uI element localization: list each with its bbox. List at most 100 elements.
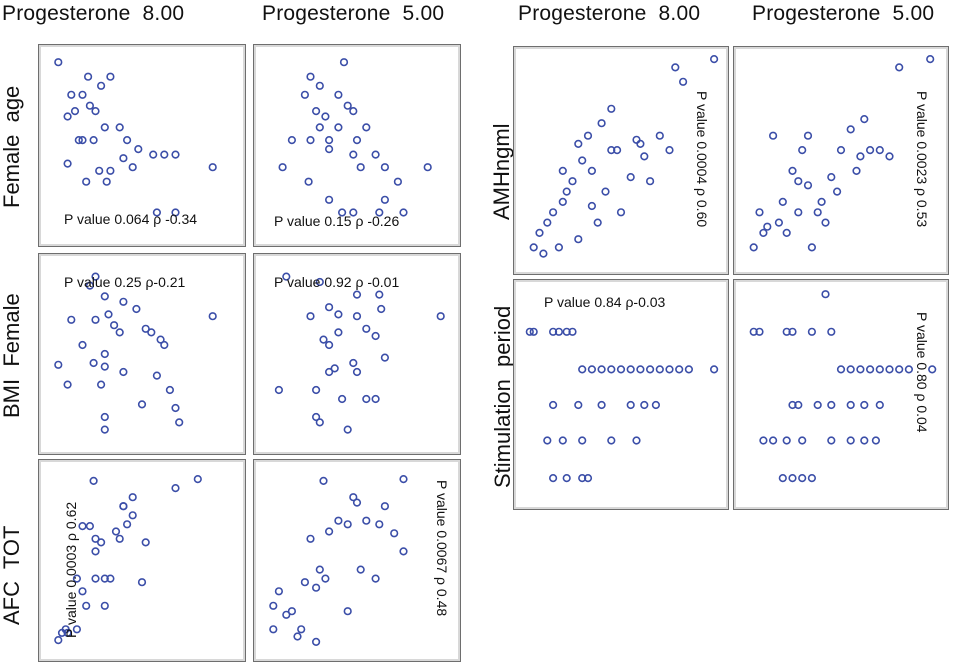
- data-point: [665, 145, 674, 155]
- data-point: [768, 131, 778, 140]
- data-point: [319, 476, 328, 486]
- data-point: [171, 150, 180, 159]
- data-point: [788, 474, 797, 483]
- stat-afc-tot-p8: P value 0.0003 ρ 0.62: [63, 501, 79, 638]
- stat-afc-tot-p5: P value 0.0067 ρ 0.48: [434, 480, 450, 617]
- data-point: [895, 365, 904, 374]
- data-point: [100, 425, 109, 434]
- data-point: [362, 394, 371, 404]
- data-point: [321, 112, 330, 121]
- data-point: [390, 529, 399, 538]
- data-point: [91, 534, 100, 543]
- stat-amhngml-p8: P value 0.0004 ρ 0.60: [694, 91, 710, 228]
- data-point: [926, 55, 935, 64]
- data-point: [349, 106, 358, 116]
- data-point: [607, 145, 616, 155]
- scatter-plot-stim_p5: [749, 290, 937, 483]
- data-point: [282, 272, 291, 281]
- data-point: [827, 400, 836, 410]
- data-point: [860, 400, 869, 410]
- data-point: [324, 303, 334, 312]
- data-point: [562, 187, 571, 196]
- data-point: [794, 400, 803, 410]
- scatter-plot-afc_p5: [269, 475, 408, 646]
- data-point: [89, 476, 98, 486]
- data-point: [543, 436, 552, 445]
- data-point: [106, 166, 115, 175]
- data-point: [640, 400, 649, 410]
- row-label-afc-tot: AFC TOT: [0, 525, 24, 625]
- data-point: [311, 637, 321, 646]
- data-point: [274, 385, 284, 395]
- data-point: [141, 324, 150, 333]
- data-point: [607, 104, 616, 113]
- data-point: [778, 197, 787, 206]
- data-point: [63, 159, 72, 168]
- data-point: [137, 400, 147, 409]
- data-point: [782, 436, 791, 445]
- panel-amhngml-progesterone-5: P value 0.0023 ρ 0.53: [733, 46, 949, 275]
- data-point: [119, 502, 128, 511]
- data-point: [343, 425, 352, 434]
- data-point: [597, 400, 606, 410]
- data-point: [684, 365, 693, 374]
- data-point: [885, 152, 894, 161]
- data-point: [349, 150, 358, 159]
- data-point: [562, 474, 571, 483]
- data-point: [156, 335, 165, 344]
- data-point: [768, 436, 778, 445]
- data-point: [399, 475, 408, 484]
- data-point: [306, 72, 315, 81]
- data-point: [636, 365, 645, 374]
- data-point: [607, 436, 616, 445]
- data-point: [710, 55, 719, 64]
- right-col-title-1: Progesterone 8.00: [518, 2, 701, 25]
- data-point: [371, 394, 380, 404]
- data-point: [119, 154, 128, 163]
- data-point: [827, 327, 836, 336]
- data-point: [380, 353, 389, 362]
- data-point: [846, 125, 855, 134]
- data-point: [132, 304, 141, 314]
- data-point: [371, 574, 380, 583]
- data-point: [578, 365, 587, 374]
- data-point: [846, 400, 855, 410]
- data-point: [269, 625, 278, 634]
- data-point: [679, 77, 688, 86]
- data-point: [315, 418, 324, 427]
- data-point: [895, 63, 904, 72]
- data-point: [352, 135, 362, 145]
- data-point: [119, 297, 128, 306]
- data-point: [311, 385, 321, 395]
- data-point: [304, 177, 313, 186]
- data-point: [83, 72, 93, 81]
- data-point: [593, 218, 602, 227]
- data-point: [548, 327, 558, 336]
- data-point: [63, 628, 72, 637]
- data-point: [798, 474, 807, 483]
- data-point: [171, 484, 180, 493]
- data-point: [587, 201, 596, 211]
- data-point: [399, 547, 408, 556]
- data-point: [115, 123, 124, 132]
- data-point: [104, 310, 113, 319]
- stat-stimulation-period-p8: P value 0.84 ρ-0.03: [544, 294, 666, 310]
- scatter-plot-bmi_p8: [54, 272, 217, 434]
- panel-female-age-progesterone-5: P value 0.15 ρ -0.26: [253, 44, 461, 247]
- data-point: [794, 208, 803, 217]
- data-point: [160, 150, 169, 159]
- data-point: [175, 418, 184, 427]
- data-point: [165, 385, 174, 395]
- data-point: [578, 156, 587, 165]
- data-point: [343, 101, 352, 110]
- data-point: [82, 177, 91, 186]
- data-point: [100, 601, 109, 610]
- data-point: [601, 187, 610, 196]
- data-point: [300, 578, 310, 587]
- data-point: [352, 367, 362, 377]
- scatter-plot-amh_p8: [529, 55, 719, 258]
- data-point: [337, 208, 347, 217]
- data-point: [794, 177, 803, 186]
- data-point: [675, 365, 684, 374]
- data-point: [393, 177, 402, 186]
